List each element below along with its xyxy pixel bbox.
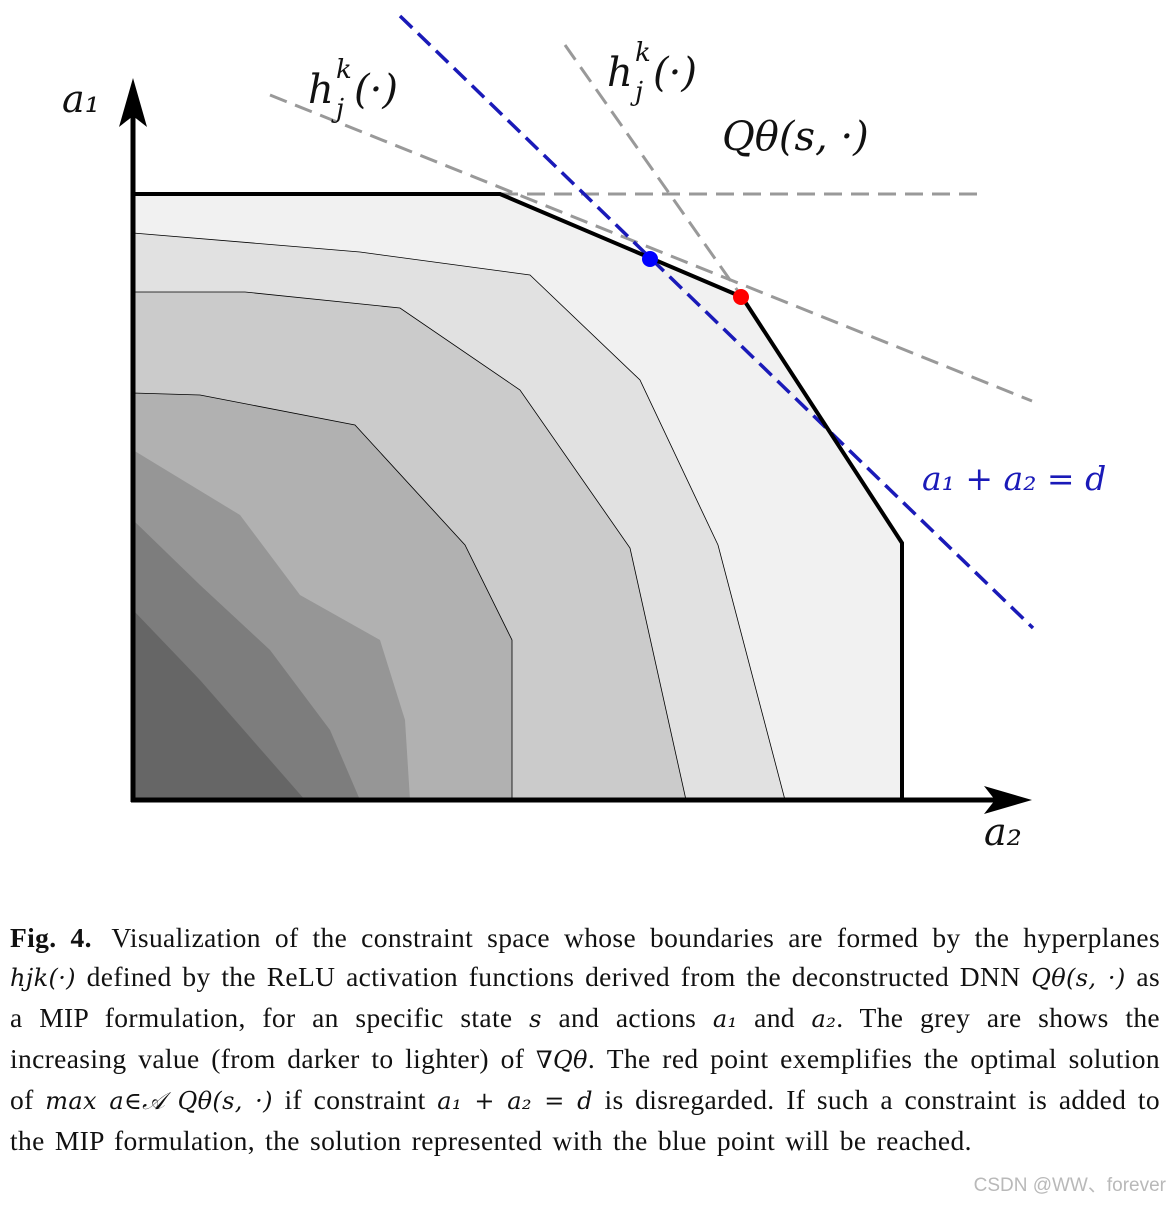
value-contours xyxy=(132,194,902,801)
svg-text:(·): (·) xyxy=(354,67,398,113)
svg-text:k: k xyxy=(635,38,651,68)
constraint-line xyxy=(398,14,1035,630)
svg-text:h: h xyxy=(308,67,334,113)
constraint-term: a₁ + a₂ = d xyxy=(437,1087,593,1115)
h-term: hjk(·) xyxy=(10,964,76,992)
hyperplane-steep xyxy=(563,44,744,298)
q-function-label: Qθ(s, ·) xyxy=(722,114,869,160)
svg-text:k: k xyxy=(336,55,352,85)
a2-axis-arrowhead xyxy=(984,786,1032,814)
contour-level-7 xyxy=(133,610,305,800)
svg-text:(·): (·) xyxy=(653,50,697,96)
a1-axis-label: a₁ xyxy=(62,77,100,121)
blue-solution-point xyxy=(642,251,658,267)
watermark: CSDN @WW、forever xyxy=(973,1175,1166,1196)
gradient-term: ∇Qθ xyxy=(535,1046,588,1074)
hyperplane-label-left: h k j (·) xyxy=(308,55,398,124)
hyperplane-shallow xyxy=(269,93,1033,403)
hyperplanes xyxy=(269,44,1033,403)
constraint-space-figure: a₁ a₂ h k j (·) h k j (·) Qθ(s, ·) a₁ + … xyxy=(62,14,1106,854)
axes xyxy=(119,78,1032,814)
max-term: max a∈𝒜 Qθ(s, ·) xyxy=(45,1087,273,1115)
red-optimal-point xyxy=(733,289,749,305)
hyperplane-label-right: h k j (·) xyxy=(607,38,697,107)
figure-number: Fig. 4. xyxy=(10,922,92,953)
s-term: s xyxy=(529,1005,542,1033)
a2-axis-label: a₂ xyxy=(984,810,1022,854)
figure-caption: Fig. 4. Visualization of the constraint … xyxy=(10,922,1161,1156)
a1-term: a₁ xyxy=(712,1005,738,1033)
svg-text:h: h xyxy=(607,50,633,96)
q-term: Qθ(s, ·) xyxy=(1031,964,1126,992)
a1-axis-arrowhead xyxy=(119,78,147,127)
constraint-label: a₁ + a₂ = d xyxy=(922,459,1106,498)
a2-term: a₂ xyxy=(811,1005,837,1033)
